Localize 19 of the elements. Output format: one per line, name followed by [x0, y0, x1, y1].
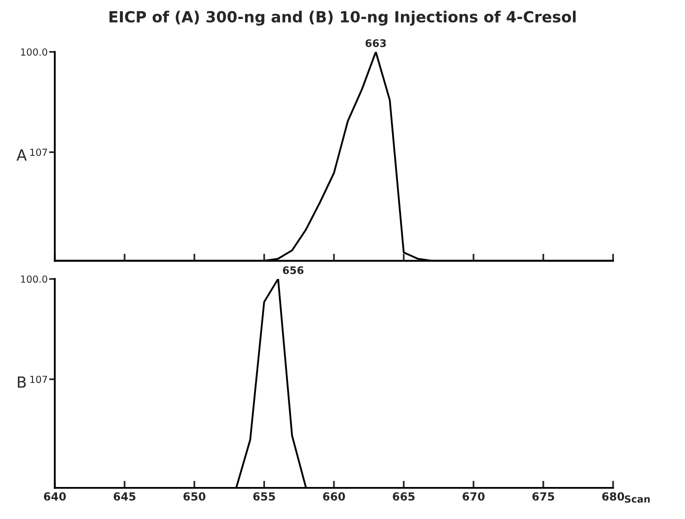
- text: A: [16, 149, 27, 161]
- annotation: 656: [282, 266, 304, 274]
- text: 107: [30, 148, 48, 156]
- text: 107: [30, 376, 48, 384]
- x-tick-label: 660: [323, 492, 346, 501]
- annotation: 663: [366, 39, 386, 48]
- text: B: [18, 376, 26, 388]
- x-tick-label: 675: [532, 492, 554, 501]
- text: 100.0: [21, 48, 48, 56]
- x-tick-label: 670: [462, 492, 485, 501]
- x-tick-label: 665: [392, 492, 415, 501]
- x-tick-label: 655: [253, 492, 275, 501]
- x-axis-title: Scan: [624, 495, 650, 503]
- text: 100.0: [21, 275, 48, 283]
- chart-title: EICP of (A) 300-ng and (B) 10-ng Injections of 4-Cresol: [110, 10, 576, 26]
- x-tick-label: 645: [114, 492, 136, 501]
- x-tick-label: 680: [602, 492, 624, 501]
- x-tick-label: 650: [183, 492, 206, 501]
- x-tick-label: 640: [44, 492, 66, 501]
